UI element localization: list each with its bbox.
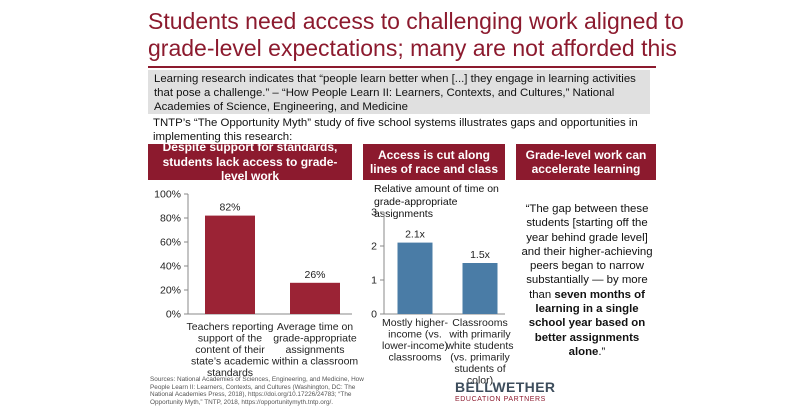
research-quote-box: Learning research indicates that “people… — [148, 70, 650, 114]
chart1-category-label: assignments — [286, 344, 345, 356]
quote-end: .” — [598, 345, 606, 358]
chart1-y-tick-label: 40% — [160, 261, 181, 273]
logo-wordmark: BELLWETHER — [455, 379, 556, 395]
quote-emphasis: seven months of learning in a single sch… — [528, 288, 646, 358]
chart1-data-label: 82% — [219, 202, 240, 214]
chart1-category-label: support of the — [198, 333, 262, 345]
chart1-y-tick-label: 100% — [154, 189, 181, 201]
slide-title: Students need access to challenging work… — [148, 8, 684, 88]
chart1-category-label: state’s academic — [191, 356, 269, 368]
chart1-category-label: Teachers reporting — [187, 321, 274, 333]
panel-heading-race-class: Access is cut along lines of race and cl… — [363, 144, 505, 180]
panel-heading-accelerate: Grade-level work can accelerate learning — [516, 144, 656, 180]
chart2-y-tick-label: 3 — [371, 207, 377, 219]
intro-text: TNTP’s “The Opportunity Myth” study of f… — [153, 117, 638, 143]
chart1-category-label: grade-appropriate — [273, 333, 357, 345]
chart2-y-tick-label: 1 — [371, 275, 377, 287]
chart1-category-label: content of their — [195, 344, 265, 356]
chart2-category-label: Mostly higher- — [382, 317, 448, 329]
sources-footnote: Sources: National Academies of Sciences,… — [150, 376, 364, 406]
chart2-category-label: with primarily — [448, 329, 511, 341]
chart1-y-tick-label: 0% — [166, 309, 181, 321]
panel-heading-standards: Despite support for standards, students … — [148, 140, 352, 183]
chart1-y-tick-label: 60% — [160, 237, 181, 249]
chart2-category-label: white students — [445, 340, 513, 352]
chart2-data-label: 2.1x — [405, 229, 426, 241]
chart1-bar — [205, 215, 255, 314]
chart1-y-tick-label: 80% — [160, 213, 181, 225]
chart2-subtitle: Relative amount of time on grade-appropr… — [374, 183, 499, 220]
chart2-category-label: color) — [467, 375, 493, 387]
panel3-quote: “The gap between these students [startin… — [518, 202, 656, 359]
chart2-bar — [397, 242, 433, 314]
chart1-category-label: within a classroom — [271, 356, 359, 368]
chart1-y-tick-label: 20% — [160, 285, 181, 297]
chart2-data-label: 1.5x — [470, 249, 491, 261]
logo-tagline: EDUCATION PARTNERS — [455, 396, 546, 403]
chart2-category-label: classrooms — [388, 352, 441, 364]
bellwether-logo: BELLWETHER EDUCATION PARTNERS — [455, 380, 555, 404]
chart1-bar — [290, 282, 340, 314]
chart2-bar — [462, 263, 498, 314]
quote-text: “The gap between these students [startin… — [521, 203, 653, 301]
chart1-category-label: standards — [207, 367, 253, 379]
chart2-category-label: lower-income) — [382, 340, 448, 352]
chart2-category-label: (vs. primarily — [450, 352, 510, 364]
chart2-y-tick-label: 2 — [371, 241, 377, 253]
chart1-category-label: Average time on — [277, 321, 353, 333]
chart2-category-label: income (vs. — [388, 329, 442, 341]
chart1-data-label: 26% — [304, 269, 325, 281]
chart2-category-label: students of — [454, 363, 505, 375]
chart2-category-label: Classrooms — [452, 317, 507, 329]
title-divider — [148, 66, 656, 68]
chart2-y-tick-label: 0 — [371, 309, 377, 321]
